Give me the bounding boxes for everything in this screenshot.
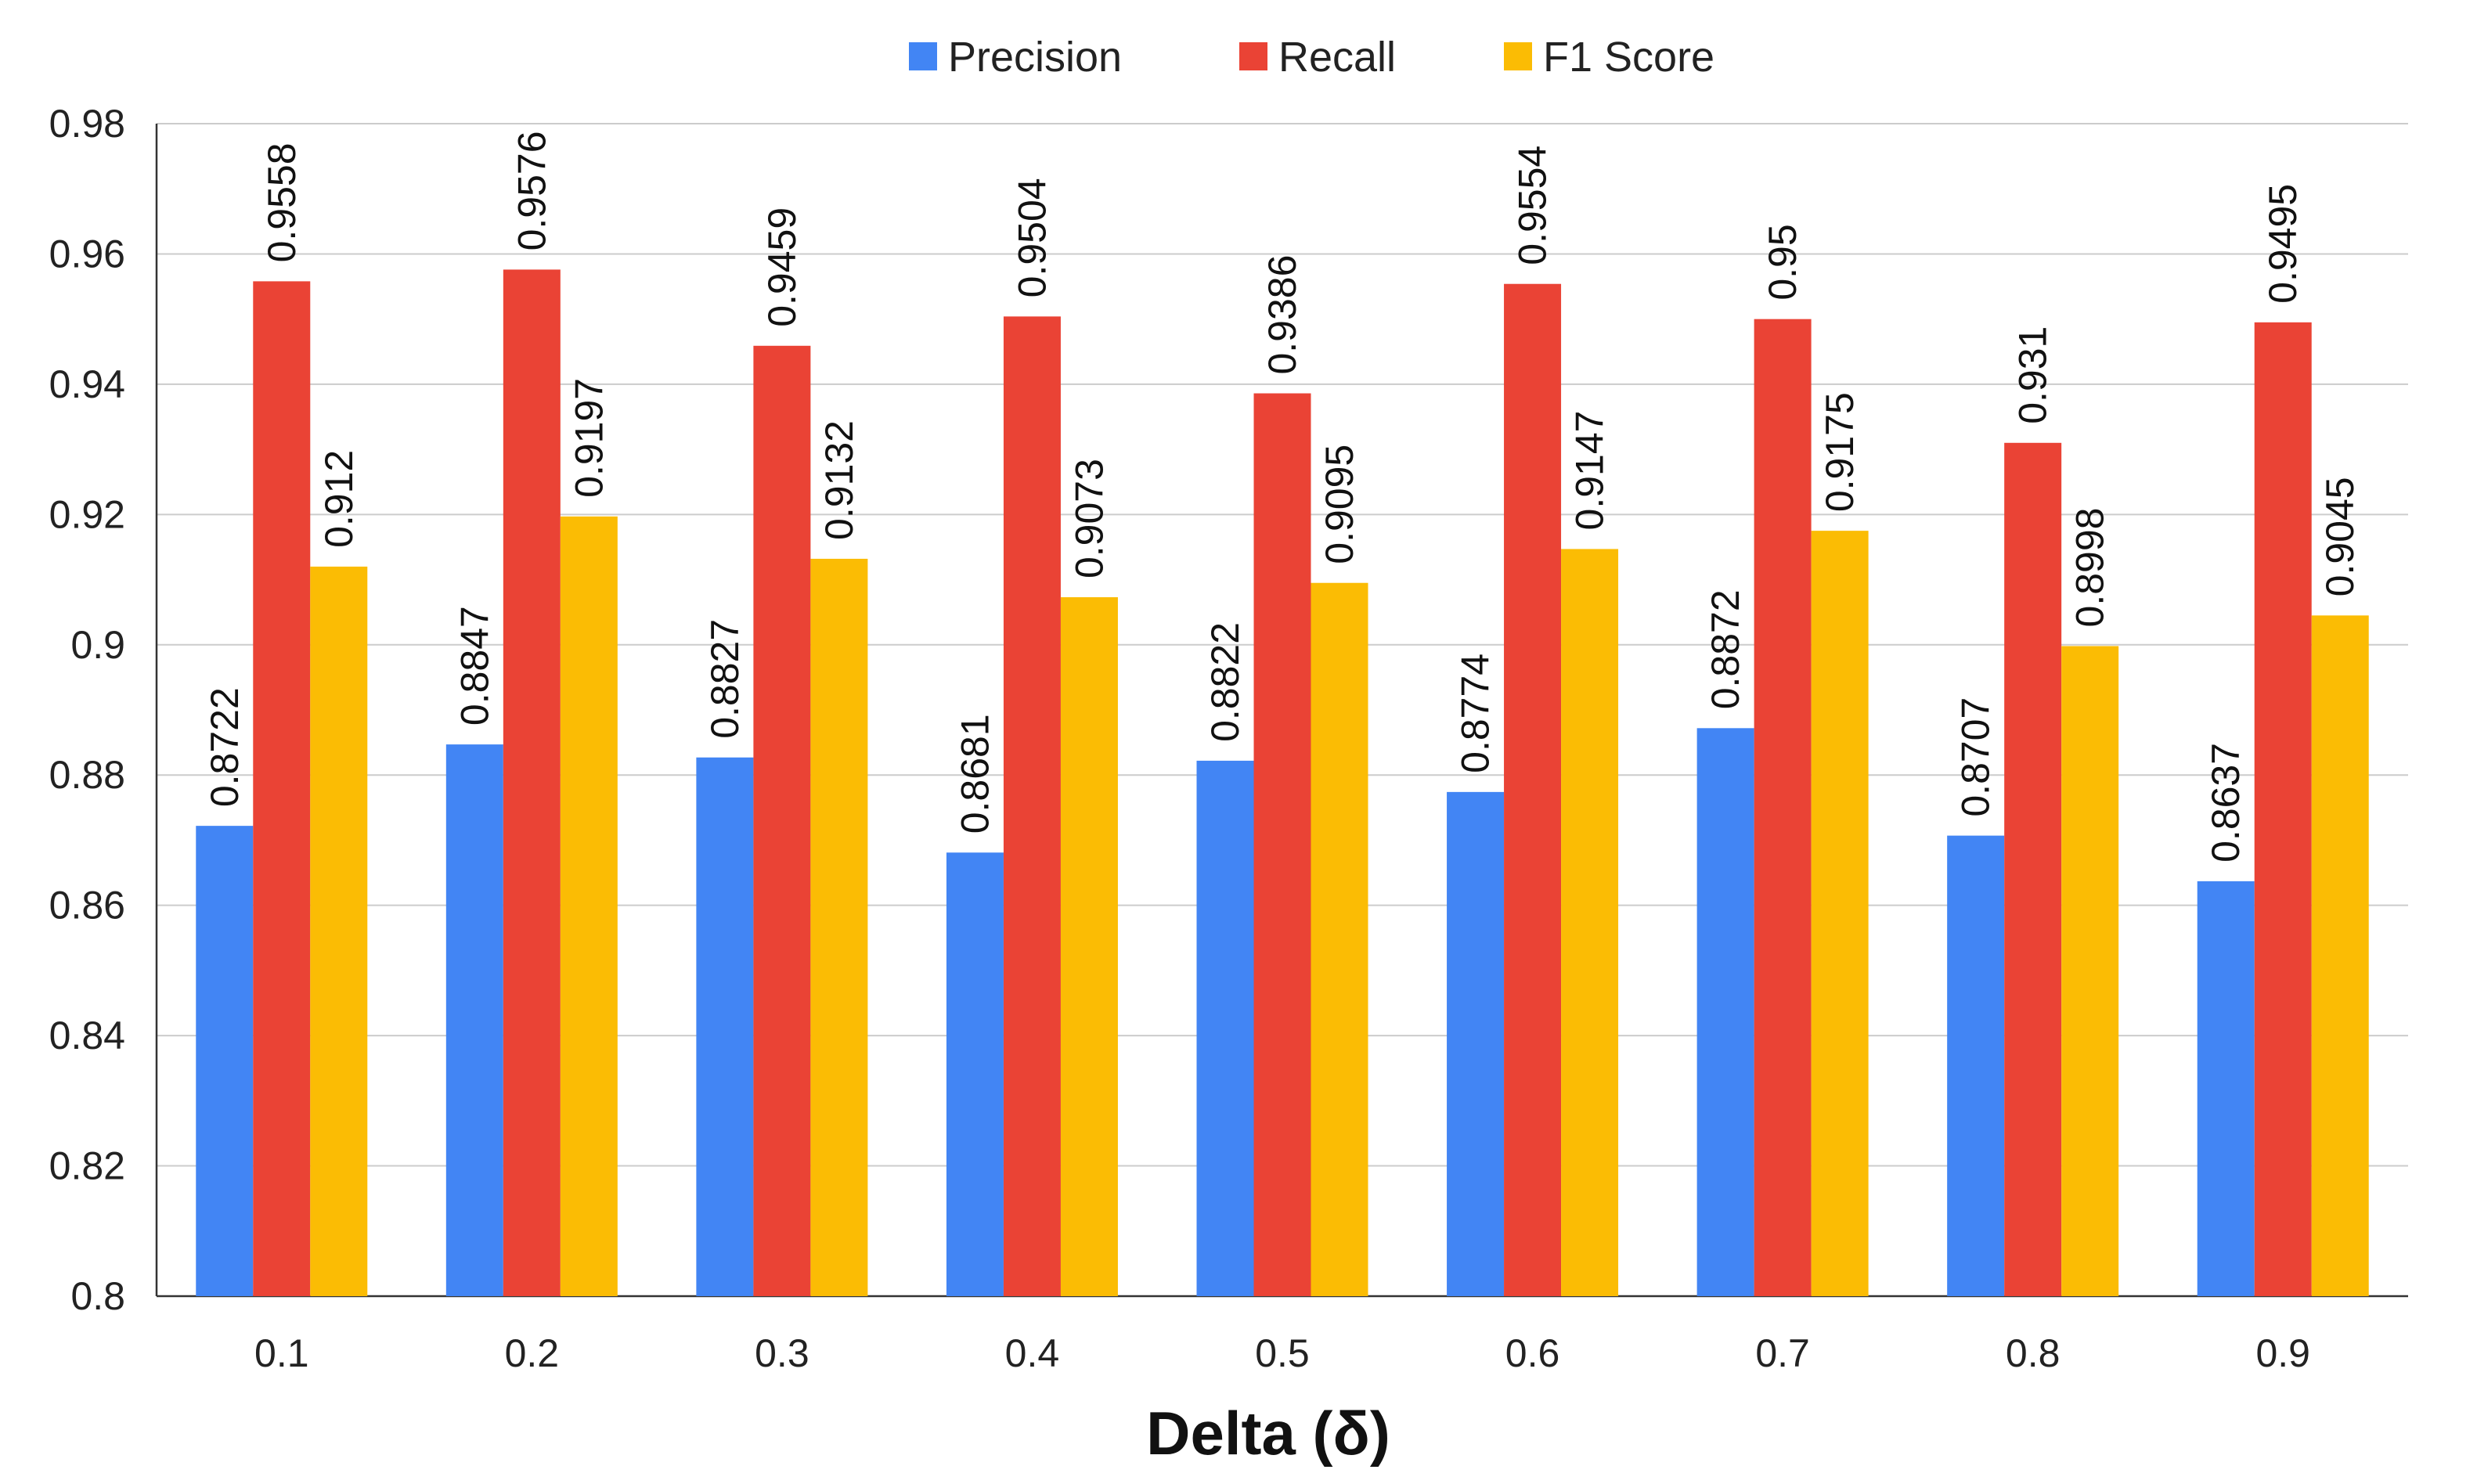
data-label: 0.8774 — [1454, 654, 1498, 773]
data-label: 0.8822 — [1203, 622, 1247, 742]
y-tick-label: 0.92 — [49, 492, 125, 536]
x-tick-label: 0.8 — [2006, 1331, 2061, 1375]
legend-label: F1 Score — [1543, 34, 1714, 81]
x-tick-label: 0.4 — [1005, 1331, 1060, 1375]
y-tick-label: 0.96 — [49, 232, 125, 276]
legend-label: Precision — [948, 34, 1122, 81]
y-tick-label: 0.94 — [49, 362, 125, 406]
data-label: 0.95 — [1761, 224, 1805, 300]
legend-swatch — [1239, 42, 1267, 70]
data-label: 0.9554 — [1511, 146, 1555, 265]
bar-recall — [503, 269, 561, 1297]
bar-recall — [1504, 283, 1562, 1296]
bar-precision — [1696, 728, 1754, 1296]
data-label: 0.9386 — [1260, 255, 1304, 375]
data-label: 0.9073 — [1067, 459, 1111, 578]
y-tick-label: 0.88 — [49, 753, 125, 797]
bar-f1-score — [2311, 615, 2369, 1296]
data-label: 0.8722 — [203, 687, 247, 807]
data-label: 0.9558 — [260, 142, 304, 262]
x-tick-label: 0.3 — [755, 1331, 809, 1375]
x-tick-label: 0.6 — [1505, 1331, 1560, 1375]
data-label: 0.9147 — [1568, 411, 1612, 531]
bar-precision — [196, 826, 254, 1296]
bar-precision — [445, 744, 503, 1296]
data-label: 0.9132 — [817, 420, 861, 540]
bar-f1-score — [810, 558, 868, 1296]
x-axis-title: Delta (δ) — [1146, 1399, 1390, 1468]
bar-precision — [696, 757, 754, 1296]
data-label: 0.9175 — [1818, 392, 1862, 512]
data-label: 0.9459 — [760, 207, 804, 327]
x-tick-label: 0.9 — [2255, 1331, 2310, 1375]
y-tick-label: 0.82 — [49, 1144, 125, 1188]
data-label: 0.912 — [317, 450, 361, 548]
x-tick-label: 0.1 — [254, 1331, 309, 1375]
bar-f1-score — [310, 566, 368, 1296]
data-label: 0.8872 — [1704, 589, 1747, 709]
data-label: 0.8681 — [953, 714, 997, 834]
x-tick-label: 0.2 — [505, 1331, 560, 1375]
y-tick-label: 0.9 — [70, 623, 125, 667]
data-label: 0.9495 — [2261, 184, 2305, 304]
y-tick-label: 0.98 — [49, 102, 125, 146]
y-tick-label: 0.84 — [49, 1014, 125, 1057]
legend-swatch — [909, 42, 937, 70]
bar-precision — [946, 852, 1004, 1296]
data-label: 0.8998 — [2068, 508, 2112, 628]
bar-precision — [2197, 881, 2255, 1296]
bar-recall — [1003, 316, 1061, 1296]
x-tick-label: 0.7 — [1755, 1331, 1810, 1375]
data-label: 0.9045 — [2318, 477, 2362, 596]
data-label: 0.9095 — [1318, 445, 1361, 564]
bar-precision — [1447, 791, 1505, 1296]
bar-precision — [1947, 835, 2005, 1296]
data-label: 0.9504 — [1010, 178, 1054, 297]
data-label: 0.8847 — [452, 606, 496, 726]
y-tick-label: 0.86 — [49, 884, 125, 928]
bar-recall — [753, 345, 811, 1296]
data-label: 0.8637 — [2204, 743, 2248, 863]
legend-label: Recall — [1278, 34, 1396, 81]
bar-recall — [2254, 322, 2312, 1297]
data-label: 0.9576 — [510, 131, 553, 250]
bar-f1-score — [1561, 549, 1619, 1296]
bar-f1-score — [1060, 597, 1118, 1296]
bar-recall — [253, 281, 311, 1297]
y-tick-label: 0.8 — [70, 1274, 125, 1318]
bar-recall — [2004, 442, 2062, 1297]
data-label: 0.931 — [2011, 326, 2055, 424]
data-label: 0.9197 — [567, 378, 611, 498]
bar-f1-score — [1311, 582, 1368, 1296]
bar-f1-score — [1811, 531, 1869, 1296]
bar-f1-score — [560, 516, 618, 1296]
bar-recall — [1253, 393, 1311, 1296]
x-tick-label: 0.5 — [1255, 1331, 1310, 1375]
data-label: 0.8827 — [703, 619, 747, 739]
data-label: 0.8707 — [1954, 697, 1998, 817]
bar-f1-score — [2061, 646, 2119, 1296]
bar-recall — [1754, 319, 1812, 1297]
legend-swatch — [1504, 42, 1532, 70]
bar-precision — [1196, 760, 1254, 1296]
